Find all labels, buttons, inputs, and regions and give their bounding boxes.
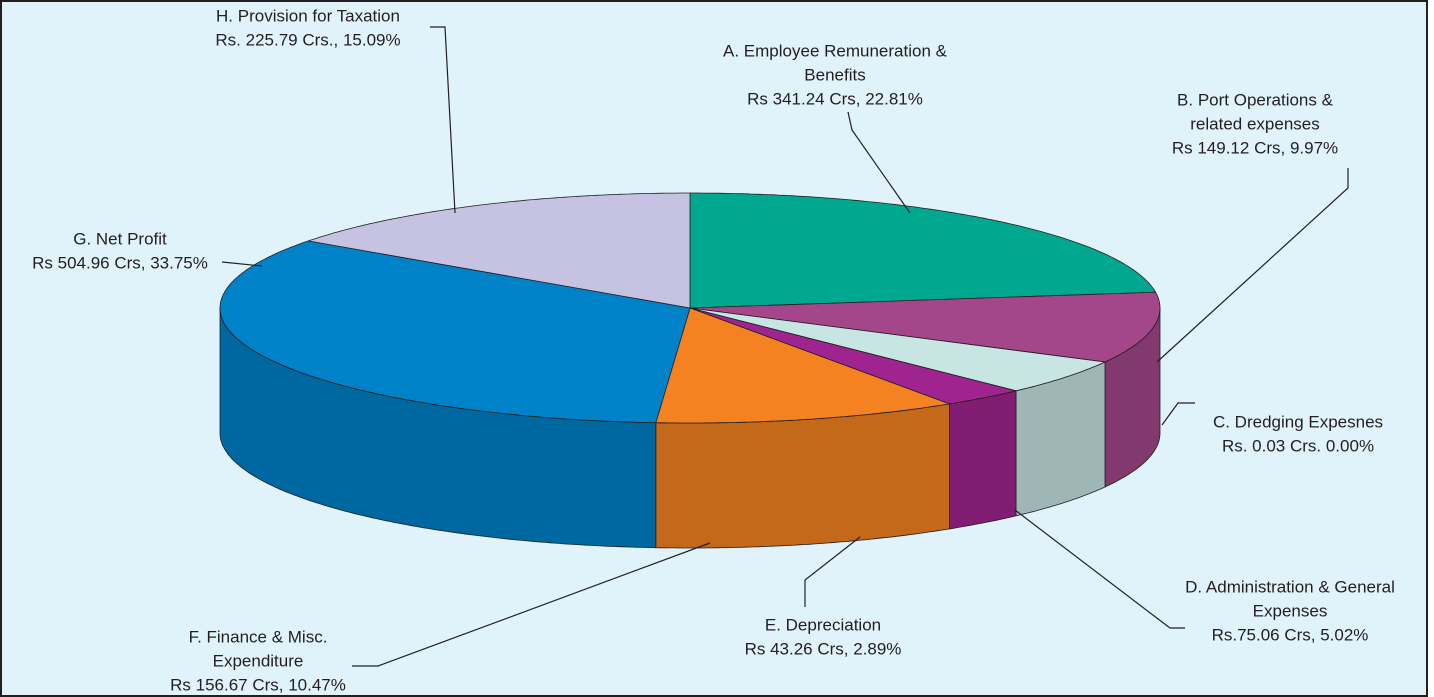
label-line: B. Port Operations & [1177, 90, 1334, 109]
slice-side [655, 403, 950, 549]
slice-label: A. Employee Remuneration & Benefits Rs 341… [723, 41, 948, 108]
label-line: Rs 43.26 Crs, 2.89% [745, 639, 902, 658]
label-line: C. Dredging Expesnes [1213, 412, 1383, 431]
leader-line [221, 261, 263, 267]
label-line: G. Net Profit [73, 229, 167, 248]
slice-label: H. Provision for Taxation Rs. 225.79 Crs.… [215, 6, 400, 49]
slice-label: E. Depreciation Rs 43.26 Crs, 2.89% [745, 615, 902, 658]
slice [308, 192, 691, 309]
slice-label: B. Port Operations & related expenses Rs 1… [1172, 90, 1338, 157]
slice [219, 240, 691, 424]
label-line: Expenditure [213, 651, 304, 670]
slice-side [949, 390, 1017, 530]
leader-line [1161, 402, 1195, 426]
label-line: A. Employee Remuneration & [723, 41, 948, 60]
label-line: Rs. 0.03 Crs. 0.00% [1222, 436, 1374, 455]
slice [689, 192, 1157, 309]
label-line: H. Provision for Taxation [216, 6, 400, 25]
leader-line [352, 542, 711, 667]
label-line: Rs 149.12 Crs, 9.97% [1172, 138, 1338, 157]
label-line: D. Administration & General [1185, 577, 1395, 596]
label-line: Benefits [804, 65, 865, 84]
slice-label: C. Dredging Expesnes Rs. 0.03 Crs. 0.00% [1213, 412, 1383, 455]
label-line: Rs. 225.79 Crs., 15.09% [215, 30, 400, 49]
label-line: F. Finance & Misc. [189, 627, 328, 646]
leader-line [1014, 509, 1185, 629]
slice-label: F. Finance & Misc. Expenditure Rs 156.67 C… [170, 627, 346, 694]
slice [689, 307, 1017, 405]
leader-line [847, 111, 911, 214]
slice-label: G. Net Profit Rs 504.96 Crs, 33.75% [32, 229, 208, 272]
slice [655, 307, 952, 424]
leader-line [430, 26, 456, 214]
slice-label: D. Administration & General Expenses Rs.75… [1185, 577, 1395, 644]
label-line: E. Depreciation [765, 615, 881, 634]
label-line: Rs 504.96 Crs, 33.75% [32, 253, 208, 272]
leader-line [1156, 168, 1349, 363]
leader-line [804, 536, 861, 607]
label-line: Rs 156.67 Crs, 10.47% [170, 675, 346, 694]
label-line: Rs.75.06 Crs, 5.02% [1212, 625, 1369, 644]
slice [689, 291, 1161, 363]
label-line: Rs 341.24 Crs, 22.81% [747, 89, 923, 108]
label-line: related expenses [1190, 114, 1319, 133]
label-line: Expenses [1253, 601, 1328, 620]
slice [689, 307, 1107, 392]
